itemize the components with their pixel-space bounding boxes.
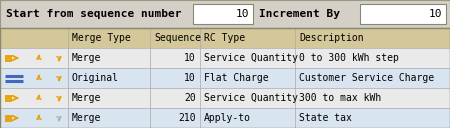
Text: RC Type: RC Type (204, 33, 245, 43)
Text: 210: 210 (178, 113, 196, 123)
Bar (0, 108, 450, 128)
Text: 20: 20 (184, 93, 196, 103)
Text: Customer Service Charge: Customer Service Charge (299, 73, 434, 83)
Bar (0, 28, 450, 48)
Text: 10: 10 (235, 9, 249, 19)
Text: Merge: Merge (72, 53, 101, 63)
Text: Service Quantity: Service Quantity (204, 53, 298, 63)
Bar (0, 0, 450, 28)
Text: Merge: Merge (72, 113, 101, 123)
Text: Flat Charge: Flat Charge (204, 73, 269, 83)
Text: Apply-to: Apply-to (204, 113, 251, 123)
Text: 10: 10 (428, 9, 442, 19)
Text: Merge: Merge (72, 93, 101, 103)
Text: State tax: State tax (299, 113, 352, 123)
Bar (360, 4, 446, 24)
Bar (0, 48, 450, 68)
Bar (193, 4, 253, 24)
Text: 10: 10 (184, 53, 196, 63)
Text: Description: Description (299, 33, 364, 43)
Text: 300 to max kWh: 300 to max kWh (299, 93, 381, 103)
Text: Service Quantity: Service Quantity (204, 93, 298, 103)
Bar (0, 88, 450, 108)
Text: 10: 10 (184, 73, 196, 83)
Text: Increment By: Increment By (259, 9, 340, 19)
Text: Start from sequence number: Start from sequence number (6, 9, 181, 19)
Text: Sequence: Sequence (154, 33, 201, 43)
Text: 0 to 300 kWh step: 0 to 300 kWh step (299, 53, 399, 63)
Bar (0, 68, 450, 88)
Text: Merge Type: Merge Type (72, 33, 131, 43)
Bar (0, 28, 450, 128)
Text: Original: Original (72, 73, 119, 83)
